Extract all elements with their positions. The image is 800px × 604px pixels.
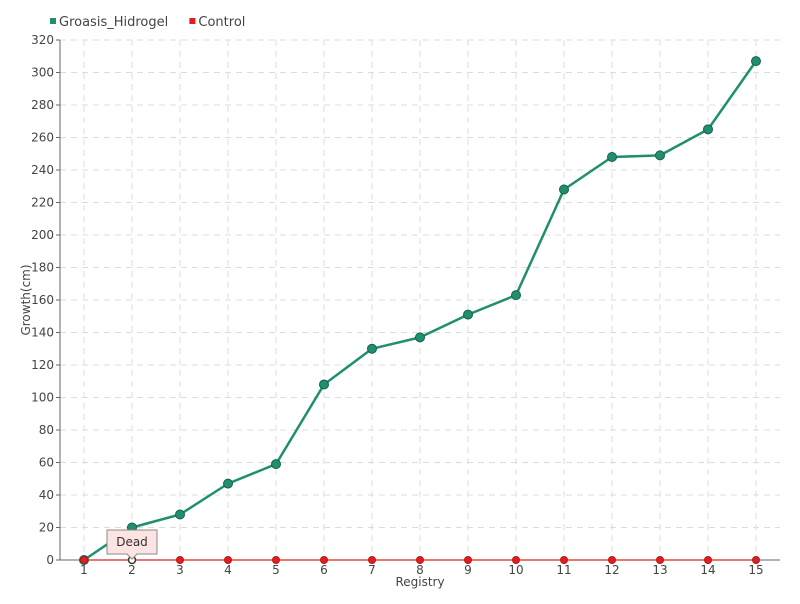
- y-tick-label: 260: [31, 131, 54, 145]
- y-tick-labels: 0 20 40 60 80 100 120 140 160 180 200 220 240 260 280 3…: [31, 33, 60, 567]
- legend-item: Control: [189, 15, 245, 30]
- x-tick-labels: 1 2 3 4 5 6 7 8 9 10 11 12 13 14 15: [80, 560, 764, 577]
- data-point: [319, 379, 329, 390]
- data-point: [367, 343, 377, 354]
- data-point: [559, 184, 569, 195]
- y-tick-label: 40: [39, 488, 54, 502]
- legend-label: Groasis_Hidrogel: [59, 15, 168, 30]
- y-tick-label: 140: [31, 326, 54, 340]
- data-point: [752, 556, 760, 564]
- x-tick-label: 14: [700, 563, 715, 577]
- data-point: [512, 556, 520, 564]
- data-point: [751, 56, 761, 67]
- tooltip-text: Dead: [116, 535, 148, 549]
- y-tick-label: 160: [31, 293, 54, 307]
- y-tick-label: 220: [31, 196, 54, 210]
- y-tick-label: 0: [46, 553, 54, 567]
- x-axis-title: Registry: [395, 575, 444, 589]
- series-control: [80, 556, 760, 564]
- data-point: [608, 556, 616, 564]
- data-point: [80, 556, 88, 564]
- legend: Groasis_Hidrogel Control: [50, 15, 245, 30]
- data-point: [463, 309, 473, 320]
- x-tick-label: 15: [748, 563, 763, 577]
- grid: [60, 39, 780, 560]
- data-point: [272, 556, 280, 564]
- x-tick-label: 8: [416, 563, 424, 577]
- x-tick-label: 12: [604, 563, 619, 577]
- data-point: [368, 556, 376, 564]
- x-tick-label: 4: [224, 563, 232, 577]
- y-tick-label: 300: [31, 66, 54, 80]
- x-tick-label: 6: [320, 563, 328, 577]
- y-tick-label: 320: [31, 33, 54, 47]
- tooltip-annotation: Dead: [106, 529, 158, 565]
- x-tick-label: 10: [508, 563, 523, 577]
- data-point: [703, 124, 713, 135]
- data-point: [223, 478, 233, 489]
- x-tick-label: 11: [556, 563, 571, 577]
- data-point: [271, 459, 281, 470]
- y-tick-label: 20: [39, 521, 54, 535]
- data-point: [415, 332, 425, 343]
- x-tick-label: 3: [176, 563, 184, 577]
- y-tick-label: 280: [31, 98, 54, 112]
- series: [79, 56, 761, 565]
- data-point: [224, 556, 232, 564]
- y-tick-label: 180: [31, 261, 54, 275]
- x-tick-label: 1: [80, 563, 88, 577]
- data-point: [656, 556, 664, 564]
- data-point: [655, 150, 665, 161]
- data-point: [175, 509, 185, 520]
- data-point: [464, 556, 472, 564]
- y-tick-label: 240: [31, 163, 54, 177]
- annotations: Dead: [106, 529, 158, 565]
- y-tick-label: 120: [31, 358, 54, 372]
- y-tick-label: 100: [31, 391, 54, 405]
- x-tick-label: 5: [272, 563, 280, 577]
- y-tick-label: 80: [39, 423, 54, 437]
- x-tick-label: 9: [464, 563, 472, 577]
- legend-swatch: [50, 18, 56, 24]
- data-point: [560, 556, 568, 564]
- x-tick-label: 2: [128, 563, 136, 577]
- y-tick-label: 200: [31, 228, 54, 242]
- data-point: [704, 556, 712, 564]
- x-tick-label: 13: [652, 563, 667, 577]
- tooltip-box: [106, 529, 158, 560]
- legend-swatch: [189, 18, 196, 24]
- x-tick-label: 7: [368, 563, 376, 577]
- legend-item: Groasis_Hidrogel: [50, 15, 168, 30]
- data-point: [607, 152, 617, 162]
- data-point: [511, 290, 521, 301]
- y-axis-title: Growth(cm): [19, 264, 33, 335]
- series-groasis-hidrogel: [79, 56, 761, 565]
- data-point: [416, 556, 424, 564]
- data-point: [320, 556, 328, 564]
- legend-label: Control: [198, 15, 245, 30]
- y-tick-label: 60: [39, 456, 54, 470]
- data-point: [176, 556, 184, 564]
